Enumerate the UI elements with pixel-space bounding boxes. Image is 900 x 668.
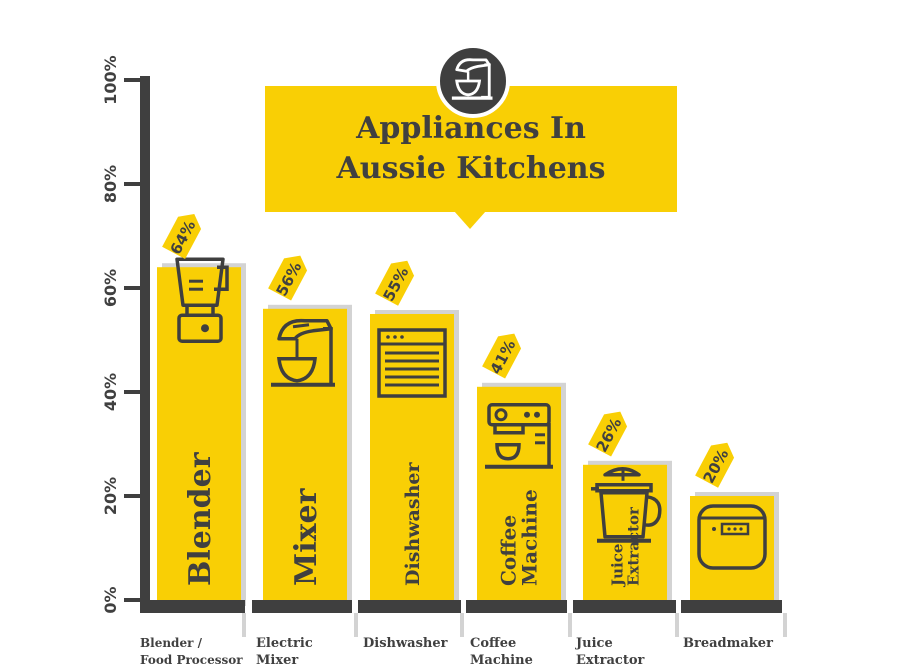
value-tag-shape: [268, 255, 308, 301]
bar: [477, 386, 561, 600]
title-badge: [436, 44, 510, 118]
value-tag: 56%: [268, 255, 308, 301]
x-axis-segment: [358, 600, 461, 613]
bar-label-line: Juice: [609, 544, 627, 588]
x-axis-segment: [140, 600, 245, 613]
y-axis-line: [140, 76, 150, 613]
y-tick: [124, 494, 140, 498]
x-axis-tick-shadow: [242, 613, 246, 637]
value-tag-shape: [375, 260, 415, 306]
x-axis-segment: [466, 600, 567, 613]
category-label: Mixer: [256, 653, 298, 668]
x-axis-segment: [681, 600, 782, 613]
y-tick: [124, 182, 140, 186]
value-tag: 64%: [162, 214, 202, 259]
value-tag: 26%: [588, 411, 628, 457]
y-tick-label: 80%: [101, 165, 120, 203]
category-label: Food Processor: [140, 653, 243, 667]
title-banner-pointer: [454, 211, 486, 229]
title-mixer-icon: [451, 58, 493, 100]
bar-label-line: Dishwasher: [402, 462, 424, 586]
category-label: Machine: [470, 653, 533, 668]
category-label: Juice: [575, 636, 613, 651]
bar-label: Blender: [183, 451, 218, 586]
y-tick: [124, 598, 140, 602]
x-axis-tick-shadow: [675, 613, 679, 637]
x-axis-tick-shadow: [568, 613, 572, 637]
bar-label-line: Extractor: [624, 506, 642, 586]
x-axis-tick-shadow: [460, 613, 464, 637]
value-tag-shape: [162, 214, 202, 259]
bar-label-line: Mixer: [289, 487, 324, 586]
y-tick-label: 20%: [101, 477, 120, 515]
bar: [690, 496, 774, 600]
plot-area: Blender64%Mixer56%Dishwasher55%CoffeeMac…: [101, 55, 787, 668]
chart-title: Appliances In Aussie Kitchens: [336, 111, 606, 186]
bar-label-line: Coffee: [497, 515, 521, 586]
y-tick-label: 100%: [101, 55, 120, 104]
x-axis-tick-shadow: [783, 613, 787, 637]
category-label: Breadmaker: [683, 636, 773, 651]
value-tag: 55%: [375, 260, 415, 306]
y-tick-label: 60%: [101, 269, 120, 307]
y-tick: [124, 78, 140, 82]
y-tick: [124, 286, 140, 290]
category-label: Blender /: [140, 636, 203, 650]
axes: Blender / Food Processor Electric Mixer Dish…: [101, 55, 787, 668]
value-tag: 20%: [695, 442, 735, 488]
bars: Blender 64% Mixer 56% Dishwasher 55% CoffeeMac…: [157, 214, 779, 606]
value-tag: 41%: [482, 333, 522, 379]
bar-label: Mixer: [289, 487, 324, 586]
y-tick-label: 40%: [101, 373, 120, 411]
x-axis-segment: [252, 600, 352, 613]
value-tag-shape: [482, 333, 522, 379]
bar-label-line: Machine: [518, 489, 542, 586]
category-label: Dishwasher: [363, 636, 448, 651]
bar: [157, 267, 241, 600]
bar-label: Dishwasher: [402, 462, 424, 586]
value-tag-shape: [695, 442, 735, 488]
category-label: Electric: [256, 636, 313, 651]
bar-label-line: Blender: [183, 451, 218, 586]
y-tick: [124, 390, 140, 394]
category-label: Coffee: [470, 636, 516, 651]
x-axis-segment: [573, 600, 676, 613]
y-tick-label: 0%: [101, 586, 120, 613]
x-axis-tick-shadow: [354, 613, 358, 637]
category-label: Extractor: [576, 653, 645, 668]
value-tag-shape: [588, 411, 628, 457]
